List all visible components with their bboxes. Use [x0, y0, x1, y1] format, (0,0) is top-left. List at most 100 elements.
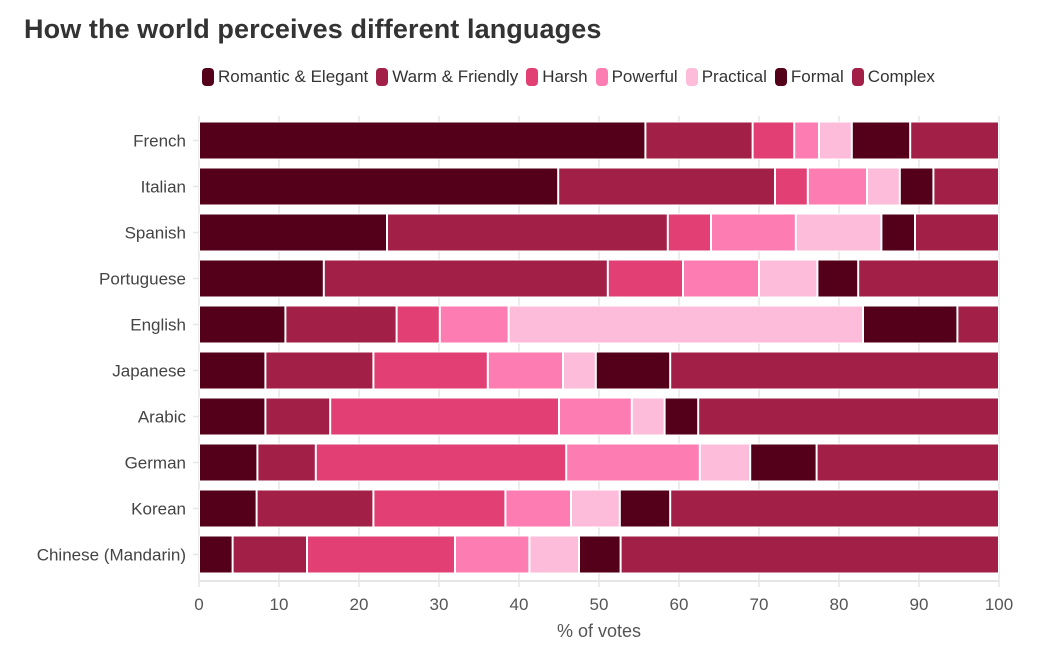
y-tick-label: Italian: [141, 178, 186, 197]
bar-segment: [683, 259, 759, 298]
bar-segment: [863, 305, 958, 344]
bar-segment: [387, 213, 668, 252]
bar-segment: [795, 213, 882, 252]
bar-segment: [759, 259, 818, 298]
legend-swatch: [851, 68, 864, 86]
y-tick-label: French: [133, 132, 186, 151]
bar-segment: [508, 305, 863, 344]
bar-segment: [559, 397, 632, 436]
bar-segment: [323, 259, 608, 298]
bar-segment: [670, 489, 999, 528]
legend-label: Powerful: [611, 67, 678, 86]
bar-segment: [595, 351, 671, 390]
bar-segment: [579, 535, 621, 574]
legend-swatch: [202, 68, 214, 86]
legend-label: Warm & Friendly: [392, 67, 519, 86]
chart-legend: Romantic & Elegant Warm & Friendly Harsh Po…: [202, 67, 943, 87]
y-tick-label: Korean: [131, 500, 186, 519]
bar-segment: [487, 351, 563, 390]
legend-label: Formal: [790, 67, 844, 86]
bar-segment: [265, 397, 331, 436]
bar-segment: [396, 305, 440, 344]
bar-segment: [750, 443, 817, 482]
legend-label: Practical: [701, 67, 767, 86]
bar-segment: [933, 167, 1000, 206]
legend-item: Romantic & Elegant: [202, 67, 368, 87]
y-tick-label: Spanish: [125, 224, 186, 243]
x-tick-label: 0: [194, 595, 203, 614]
bar-segment: [819, 121, 852, 160]
bar-segment: [711, 213, 796, 252]
y-tick-label: English: [130, 316, 186, 335]
bar-segment: [664, 397, 699, 436]
bar-segment: [373, 489, 506, 528]
x-axis: 0 10 20 30 40 50 60 70 80 90 100: [194, 580, 1013, 614]
y-tick-label: Japanese: [112, 362, 186, 381]
bar-segment: [199, 305, 286, 344]
bar-segment: [566, 443, 700, 482]
x-tick-label: 70: [750, 595, 769, 614]
legend-item: Formal: [774, 67, 844, 87]
bar-segment: [915, 213, 999, 252]
bar-segment: [373, 351, 488, 390]
chart-title: How the world perceives different langua…: [24, 14, 602, 44]
bar-segment: [957, 305, 1000, 344]
bar-segment: [775, 167, 808, 206]
bar-segment: [330, 397, 560, 436]
bar-segment: [199, 351, 266, 390]
bar-segment: [817, 259, 859, 298]
y-axis: French Italian Spanish Portuguese English Jap…: [37, 132, 199, 565]
bar-segment: [881, 213, 916, 252]
x-axis-title: % of votes: [557, 621, 641, 641]
bar-segment: [265, 351, 374, 390]
bar-segment: [867, 167, 900, 206]
bar-segment: [199, 121, 646, 160]
y-tick-label: German: [125, 454, 186, 473]
bar-segment: [851, 121, 911, 160]
bar-segment: [529, 535, 580, 574]
x-tick-label: 50: [590, 595, 609, 614]
bar-segment: [620, 535, 999, 574]
bar-segment: [698, 397, 999, 436]
bar-segment: [667, 213, 711, 252]
bar-segment: [199, 535, 233, 574]
legend-item: Harsh: [526, 67, 588, 87]
legend-swatch: [774, 68, 787, 86]
bar-segment: [619, 489, 671, 528]
bar-segment: [670, 351, 999, 390]
bar-segment: [232, 535, 308, 574]
legend-item: Powerful: [595, 67, 678, 87]
y-tick-label: Arabic: [138, 408, 187, 427]
bar-segment: [807, 167, 867, 206]
x-tick-label: 20: [350, 595, 369, 614]
legend-item: Warm & Friendly: [376, 67, 518, 87]
bars: [199, 121, 1000, 574]
bar-segment: [563, 351, 596, 390]
x-tick-label: 30: [430, 595, 449, 614]
bar-segment: [505, 489, 571, 528]
legend-swatch: [595, 68, 608, 86]
x-tick-label: 10: [270, 595, 289, 614]
legend-label: Harsh: [542, 67, 588, 86]
bar-segment: [199, 443, 258, 482]
bar-segment: [199, 489, 257, 528]
bar-segment: [307, 535, 455, 574]
bar-segment: [285, 305, 397, 344]
bar-segment: [455, 535, 530, 574]
bar-segment: [858, 259, 1000, 298]
legend-swatch: [526, 68, 539, 86]
bar-segment: [631, 397, 665, 436]
bar-segment: [910, 121, 1000, 160]
x-tick-label: 80: [830, 595, 849, 614]
bar-segment: [752, 121, 795, 160]
legend-item: Practical: [685, 67, 767, 87]
x-tick-label: 40: [510, 595, 529, 614]
legend-swatch: [376, 68, 389, 86]
bar-segment: [439, 305, 509, 344]
y-tick-label: Portuguese: [99, 270, 186, 289]
bar-segment: [645, 121, 753, 160]
bar-segment: [571, 489, 620, 528]
bar-segment: [256, 489, 374, 528]
bar-segment: [558, 167, 776, 206]
x-tick-label: 90: [910, 595, 929, 614]
